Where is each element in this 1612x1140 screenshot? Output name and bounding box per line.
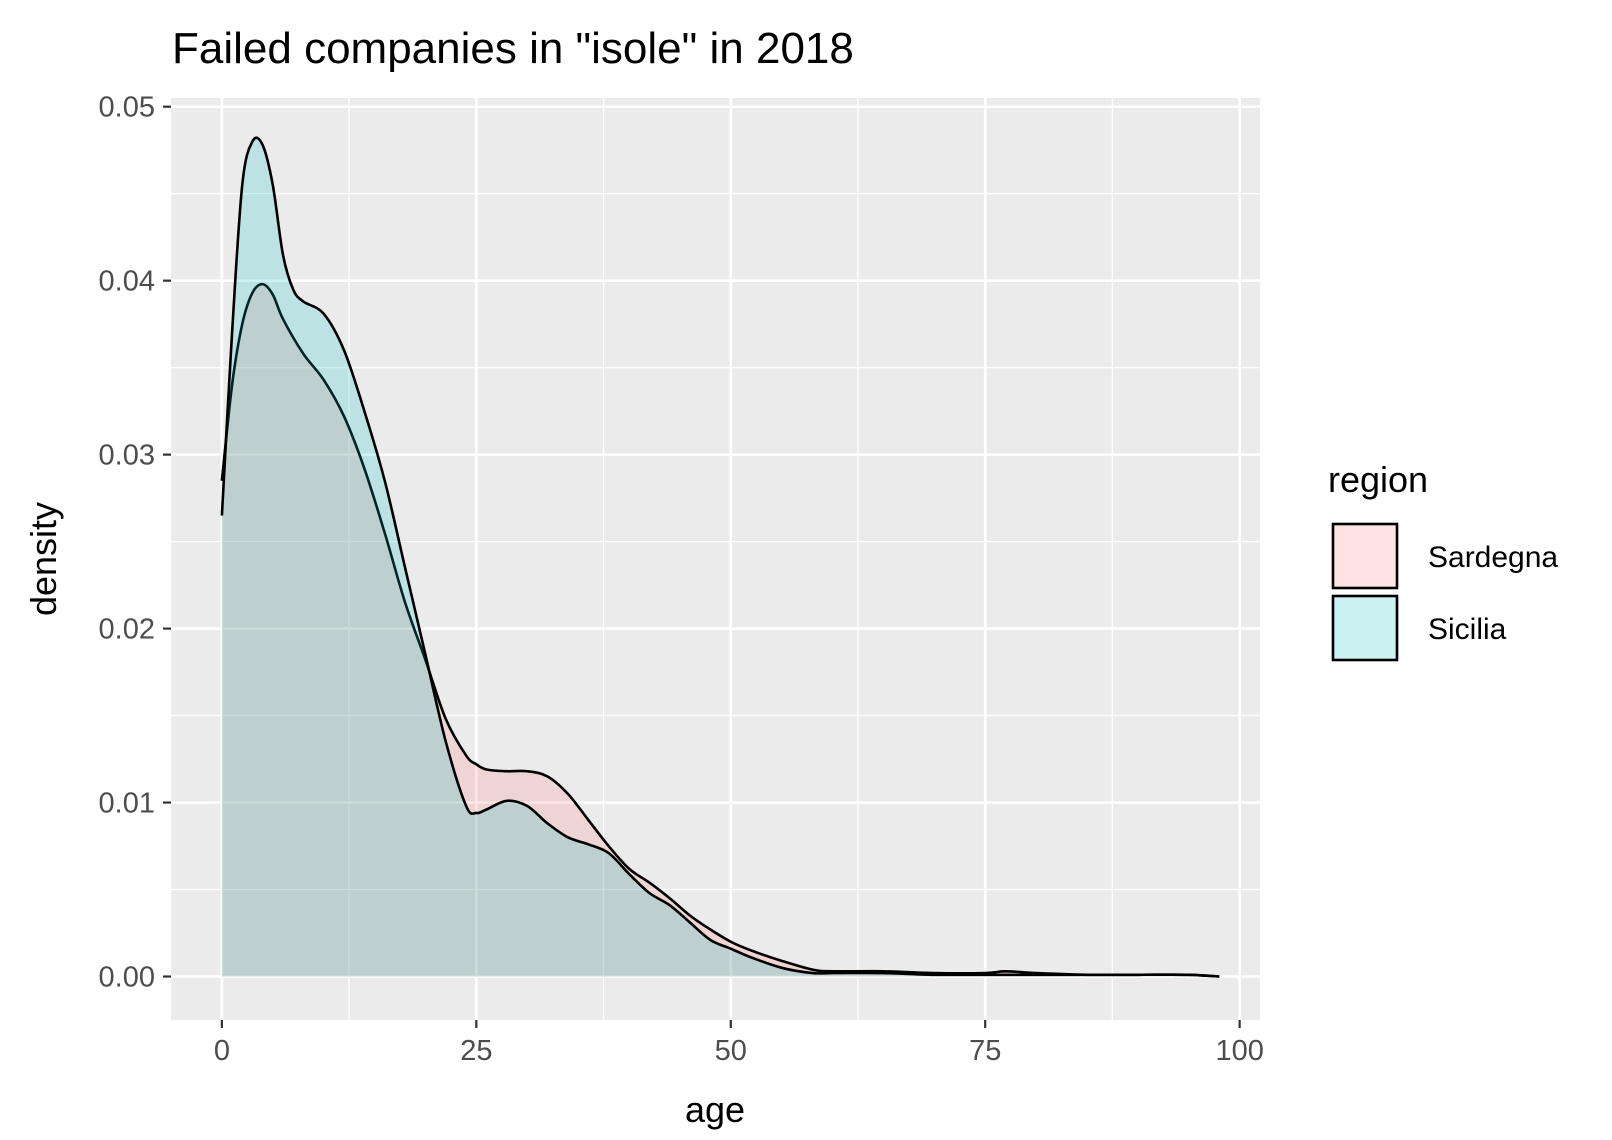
density-area-sicilia (221, 137, 1220, 977)
y-tick-label: 0.00 (99, 962, 155, 994)
density-line-sardegna (220, 282, 1220, 978)
x-tick-label: 0 (214, 1035, 230, 1067)
legend-title: region (1328, 459, 1428, 500)
legend: region Sardegna Sicilia (1328, 459, 1558, 662)
y-tick-label: 0.01 (99, 788, 155, 820)
y-axis: 0.00 0.01 0.02 0.03 0.04 0.05 (99, 92, 171, 994)
legend-items: Sardegna Sicilia (1331, 522, 1558, 662)
y-tick-label: 0.03 (99, 440, 155, 472)
y-tick-label: 0.05 (99, 92, 155, 124)
y-axis-title: density (23, 502, 64, 616)
major-gridlines (171, 98, 1260, 1020)
x-tick-label: 75 (969, 1035, 1001, 1067)
legend-label-sicilia: Sicilia (1428, 613, 1507, 646)
legend-key-sicilia (1331, 594, 1399, 662)
chart-title: Failed companies in "isole" in 2018 (172, 24, 854, 73)
legend-key-bg (1332, 595, 1398, 661)
legend-label-sardegna: Sardegna (1428, 541, 1558, 574)
density-areas (220, 136, 1220, 978)
x-tick-label: 100 (1215, 1035, 1263, 1067)
density-line-sicilia (220, 136, 1220, 978)
legend-key-bg (1332, 523, 1398, 589)
minor-gridlines (171, 98, 1260, 1020)
x-axis-title: age (685, 1089, 745, 1130)
legend-key-sardegna (1331, 522, 1399, 590)
plot-panel (171, 98, 1260, 1020)
x-tick-label: 50 (715, 1035, 747, 1067)
x-tick-label: 25 (460, 1035, 492, 1067)
x-axis: 0 25 50 75 100 (214, 1020, 1264, 1067)
y-tick-label: 0.04 (99, 266, 155, 298)
y-tick-label: 0.02 (99, 614, 155, 646)
density-area-sardegna (221, 284, 1220, 977)
